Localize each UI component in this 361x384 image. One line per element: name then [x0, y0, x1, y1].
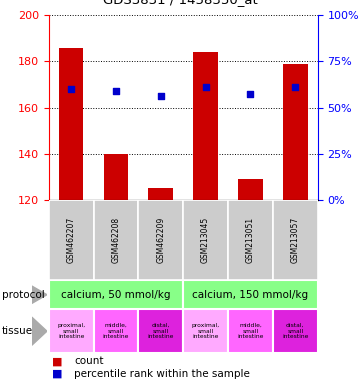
Text: GSM213057: GSM213057 [291, 217, 300, 263]
Point [113, 88, 119, 94]
FancyBboxPatch shape [183, 280, 318, 309]
Text: percentile rank within the sample: percentile rank within the sample [74, 369, 250, 379]
FancyBboxPatch shape [228, 309, 273, 353]
FancyBboxPatch shape [49, 200, 93, 280]
Point [292, 84, 298, 90]
FancyBboxPatch shape [273, 200, 318, 280]
FancyBboxPatch shape [273, 309, 318, 353]
Text: GSM462207: GSM462207 [67, 217, 76, 263]
Text: proximal,
small
intestine: proximal, small intestine [57, 323, 85, 339]
Point [158, 93, 164, 99]
FancyBboxPatch shape [138, 200, 183, 280]
Text: middle,
small
intestine: middle, small intestine [103, 323, 129, 339]
Bar [238, 179, 263, 200]
Bar [193, 52, 218, 200]
Text: GSM213045: GSM213045 [201, 217, 210, 263]
Text: calcium, 50 mmol/kg: calcium, 50 mmol/kg [61, 290, 171, 300]
Text: ■: ■ [52, 369, 63, 379]
FancyBboxPatch shape [49, 280, 183, 309]
FancyBboxPatch shape [49, 309, 93, 353]
Text: tissue: tissue [2, 326, 33, 336]
Point [68, 86, 74, 92]
Text: GSM462209: GSM462209 [156, 217, 165, 263]
FancyBboxPatch shape [138, 309, 183, 353]
FancyBboxPatch shape [93, 200, 138, 280]
Text: count: count [74, 356, 104, 366]
Text: GSM213051: GSM213051 [246, 217, 255, 263]
Polygon shape [32, 286, 47, 303]
Text: middle,
small
intestine: middle, small intestine [237, 323, 264, 339]
Text: proximal,
small
intestine: proximal, small intestine [192, 323, 220, 339]
Text: distal,
small
intestine: distal, small intestine [282, 323, 308, 339]
Bar [148, 188, 173, 200]
Text: GDS3831 / 1458350_at: GDS3831 / 1458350_at [103, 0, 258, 6]
FancyBboxPatch shape [228, 200, 273, 280]
Text: calcium, 150 mmol/kg: calcium, 150 mmol/kg [192, 290, 309, 300]
Text: ■: ■ [52, 356, 63, 366]
Text: distal,
small
intestine: distal, small intestine [148, 323, 174, 339]
Text: protocol: protocol [2, 290, 44, 300]
Bar [59, 48, 83, 200]
Point [203, 84, 209, 90]
Polygon shape [32, 317, 47, 345]
FancyBboxPatch shape [93, 309, 138, 353]
Text: GSM462208: GSM462208 [112, 217, 121, 263]
FancyBboxPatch shape [183, 309, 228, 353]
Bar [283, 64, 308, 200]
Bar [104, 154, 128, 200]
FancyBboxPatch shape [183, 200, 228, 280]
Point [248, 91, 253, 97]
